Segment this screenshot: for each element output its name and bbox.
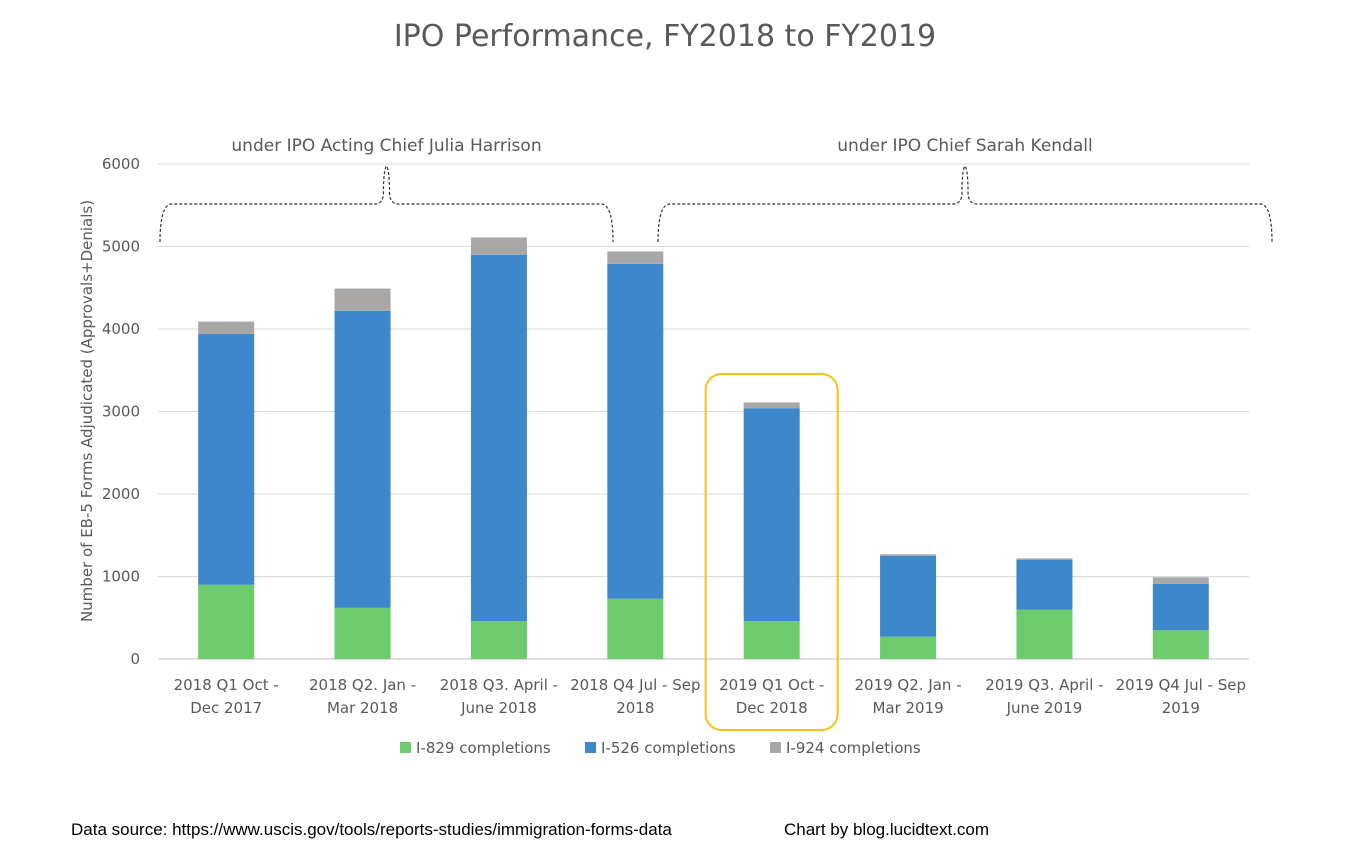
x-category-label: 2019 Q3. April - [985, 676, 1103, 694]
y-tick-label: 1000 [102, 568, 140, 586]
bar-segment-i924 [198, 321, 255, 334]
legend: I-829 completions I-526 completions I-924 … [400, 739, 921, 757]
bar-segment-i924 [880, 554, 937, 556]
y-tick-label: 3000 [102, 403, 140, 421]
bar-segment-i829 [334, 607, 391, 659]
bar-segment-i526 [470, 254, 527, 622]
bar-segment-i526 [880, 555, 937, 637]
chart-credit: Chart by blog.lucidtext.com [784, 820, 990, 839]
x-category-label: 2019 [1162, 699, 1200, 717]
bar-segment-i526 [607, 263, 664, 599]
y-tick-label: 2000 [102, 485, 140, 503]
data-source-note: Data source: https://www.uscis.gov/tools… [71, 820, 672, 839]
bar-segment-i829 [470, 621, 527, 659]
legend-label: I-924 completions [786, 739, 921, 757]
gridlines [158, 163, 1249, 660]
bar-segment-i829 [1016, 609, 1073, 659]
x-category-label: June 2018 [460, 699, 537, 717]
annotation-bracket [657, 164, 1273, 243]
chart-title: IPO Performance, FY2018 to FY2019 [394, 19, 936, 54]
bar-segment-i924 [334, 288, 391, 311]
legend-swatch [400, 742, 411, 753]
bar-segment-i924 [470, 237, 527, 255]
bar-segment-i829 [198, 584, 255, 659]
bar-segment-i526 [198, 333, 255, 585]
annotations: under IPO Acting Chief Julia Harrison und… [159, 136, 1273, 243]
y-axis-ticks: 0 1000 2000 3000 4000 5000 6000 [102, 155, 140, 668]
x-category-label: Dec 2018 [736, 699, 808, 717]
x-category-label: 2018 Q2. Jan - [309, 676, 416, 694]
x-category-label: Dec 2017 [190, 699, 262, 717]
bar-segment-i924 [743, 402, 800, 409]
bars [198, 237, 1209, 731]
bar-segment-i829 [607, 598, 664, 659]
x-category-label: 2019 Q4 Jul - Sep [1116, 676, 1246, 694]
bar-segment-i924 [607, 251, 664, 264]
x-category-label: 2018 [616, 699, 654, 717]
legend-label: I-526 completions [601, 739, 736, 757]
annotation-label: under IPO Acting Chief Julia Harrison [231, 136, 541, 156]
highlight-box [704, 373, 839, 731]
bar-segment-i829 [743, 621, 800, 659]
x-category-label: 2019 Q2. Jan - [854, 676, 961, 694]
bar-segment-i924 [1152, 577, 1209, 584]
annotation-label: under IPO Chief Sarah Kendall [837, 136, 1092, 156]
y-tick-label: 0 [130, 650, 140, 668]
bar-segment-i526 [1016, 560, 1073, 610]
y-tick-label: 5000 [102, 238, 140, 256]
x-axis-labels: 2018 Q1 Oct - Dec 2017 2018 Q2. Jan - Mar 2… [174, 676, 1246, 717]
x-category-label: 2018 Q3. April - [440, 676, 558, 694]
y-tick-label: 4000 [102, 320, 140, 338]
annotation-bracket [159, 164, 614, 243]
legend-swatch [770, 742, 781, 753]
x-category-label: 2018 Q1 Oct - [174, 676, 279, 694]
bar-segment-i924 [1016, 558, 1073, 560]
y-tick-label: 6000 [102, 155, 140, 173]
bar-segment-i829 [880, 636, 937, 659]
y-axis-title: Number of EB-5 Forms Adjudicated (Approv… [78, 200, 96, 622]
legend-swatch [585, 742, 596, 753]
x-category-label: Mar 2019 [872, 699, 943, 717]
bar-segment-i526 [1152, 583, 1209, 631]
bar-segment-i526 [743, 408, 800, 622]
x-category-label: Mar 2018 [327, 699, 398, 717]
legend-label: I-829 completions [416, 739, 551, 757]
bar-segment-i526 [334, 310, 391, 608]
bar-segment-i829 [1152, 630, 1209, 659]
x-category-label: 2018 Q4 Jul - Sep [570, 676, 700, 694]
x-category-label: June 2019 [1006, 699, 1083, 717]
x-category-label: 2019 Q1 Oct - [719, 676, 824, 694]
